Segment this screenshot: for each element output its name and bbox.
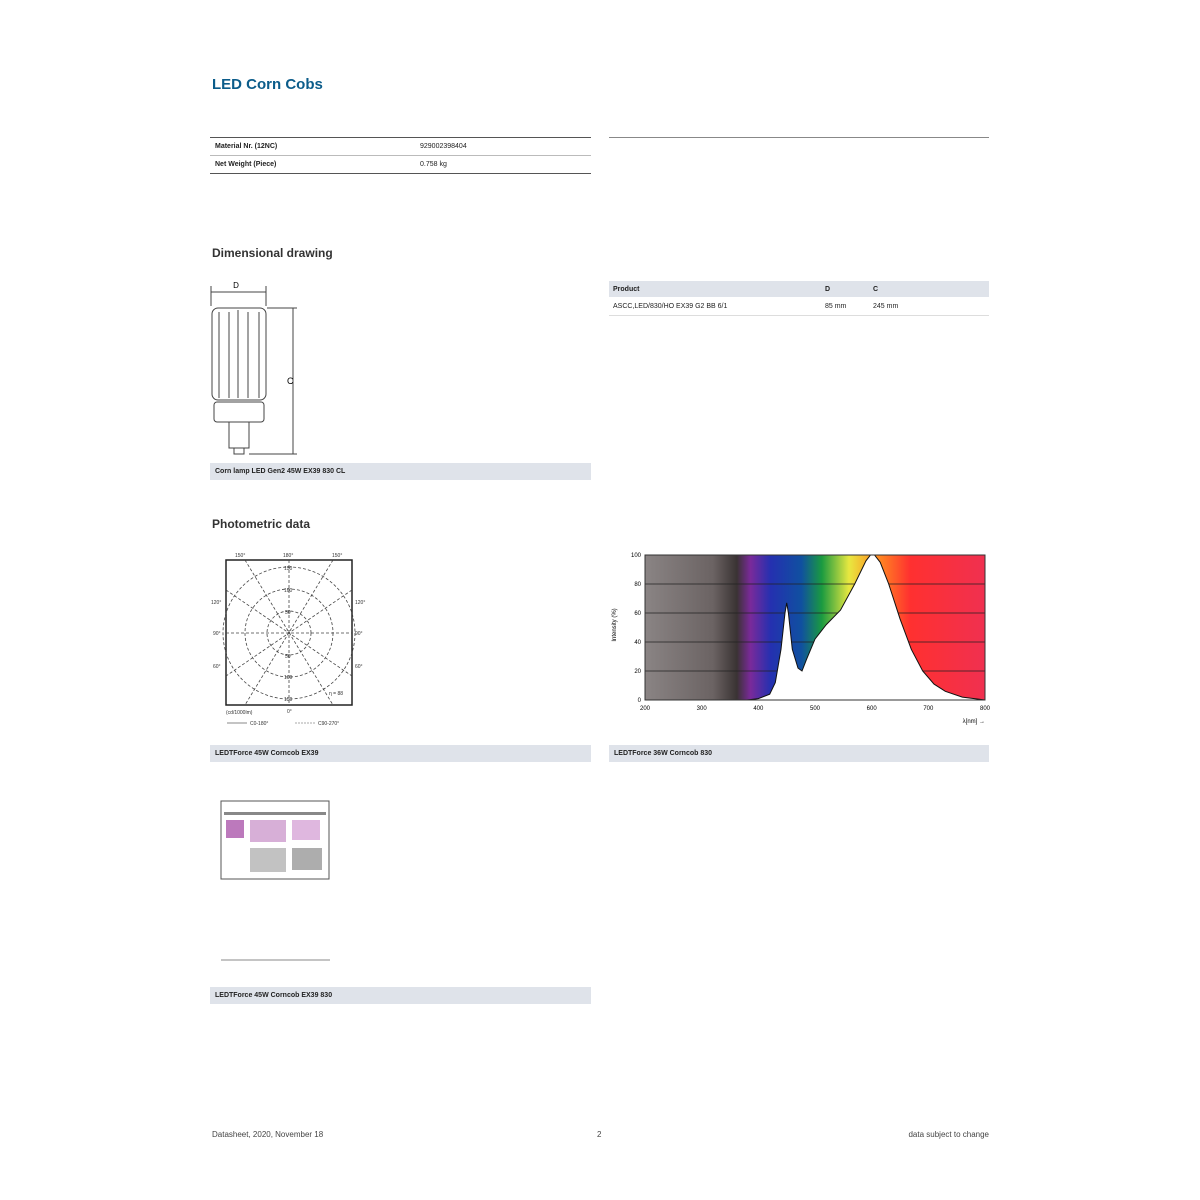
angle-label: 120° xyxy=(211,600,221,606)
cell-d: 85 mm xyxy=(825,302,847,310)
y-tick-label: 40 xyxy=(634,640,641,646)
angle-label: 150° xyxy=(332,553,342,559)
ring-label: 150 xyxy=(284,566,293,572)
efficiency-label: η = 88 xyxy=(329,691,343,697)
spec-label: Material Nr. (12NC) xyxy=(215,143,278,150)
x-tick-label: 300 xyxy=(697,706,708,712)
thumbnail-caption: LEDTForce 45W Corncob EX39 830 xyxy=(210,987,591,1004)
footer-date: Datasheet, 2020, November 18 xyxy=(212,1130,324,1139)
y-tick-label: 0 xyxy=(638,698,642,704)
unit-label: (cd/1000lm) xyxy=(226,710,253,716)
x-axis-label: λ[nm] → xyxy=(963,719,985,725)
ring-label: 100 xyxy=(284,588,293,594)
spec-table: Material Nr. (12NC) 929002398404 Net Weig… xyxy=(210,137,591,174)
angle-label: 60° xyxy=(213,664,221,670)
header-c: C xyxy=(873,285,879,293)
angle-label: 180° xyxy=(283,553,293,559)
product-dimension-table: Product D C ASCC,LED/830/HO EX39 G2 BB 6… xyxy=(609,281,989,316)
y-tick-label: 60 xyxy=(634,611,641,617)
cell-product: ASCC,LED/830/HO EX39 G2 BB 6/1 xyxy=(613,302,728,310)
spectrum-chart: 0 20 40 60 80 100 200 300 400 500 600 700 800 Intens… xyxy=(612,553,991,725)
angle-label: 90° xyxy=(355,631,363,637)
ring-label: 50 xyxy=(285,610,291,616)
dimensional-heading: Dimensional drawing xyxy=(212,246,333,260)
x-tick-label: 200 xyxy=(640,706,651,712)
header-d: D xyxy=(825,285,831,293)
x-tick-label: 800 xyxy=(980,706,991,712)
y-tick-label: 80 xyxy=(634,582,641,588)
footer-page-number: 2 xyxy=(597,1130,602,1139)
spec-row: Material Nr. (12NC) 929002398404 xyxy=(210,138,591,156)
thumbnail-datasheet-image xyxy=(220,800,330,961)
spec-row: Net Weight (Piece) 0.758 kg xyxy=(210,156,591,174)
dimension-d-label: D xyxy=(233,281,239,290)
polar-caption: LEDTForce 45W Corncob EX39 xyxy=(210,745,591,762)
dimensional-caption: Corn lamp LED Gen2 45W EX39 830 CL xyxy=(210,463,591,480)
y-axis-label: Intensity (%) xyxy=(612,608,618,641)
header-product: Product xyxy=(613,285,640,293)
x-tick-label: 400 xyxy=(753,706,764,712)
cell-c: 245 mm xyxy=(873,302,899,310)
legend-label: C90-270° xyxy=(318,721,339,727)
dimension-c-label: C xyxy=(287,376,294,386)
photometric-heading: Photometric data xyxy=(212,517,311,531)
legend-label: C0-180° xyxy=(250,721,268,727)
footer-disclaimer: data subject to change xyxy=(908,1130,989,1139)
spec-value: 0.758 kg xyxy=(420,161,447,168)
ring-label: 100 xyxy=(284,675,293,681)
y-tick-label: 100 xyxy=(631,553,642,559)
spectrum-caption: LEDTForce 36W Corncob 830 xyxy=(609,745,989,762)
table-row: ASCC,LED/830/HO EX39 G2 BB 6/1 85 mm 245… xyxy=(609,297,989,316)
spec-label: Net Weight (Piece) xyxy=(215,161,277,168)
angle-label: 60° xyxy=(355,664,363,670)
spec-value: 929002398404 xyxy=(420,143,467,150)
x-tick-label: 700 xyxy=(923,706,934,712)
angle-label: 150° xyxy=(235,553,245,559)
y-tick-label: 20 xyxy=(634,669,641,675)
angle-label: 120° xyxy=(355,600,365,606)
dimensional-drawing: D C xyxy=(210,281,297,455)
x-tick-label: 600 xyxy=(867,706,878,712)
ring-label: 150 xyxy=(284,697,293,703)
x-tick-label: 500 xyxy=(810,706,821,712)
polar-diagram: 150° 180° 150° 120° 90° 60° 120° 90° 60°… xyxy=(211,553,365,727)
spectrum-curve xyxy=(645,554,986,701)
angle-label: 90° xyxy=(213,631,221,637)
table-header: Product D C xyxy=(609,281,989,297)
page-title: LED Corn Cobs xyxy=(212,76,323,93)
divider xyxy=(609,137,989,138)
ring-label: 50 xyxy=(285,654,291,660)
angle-label: 0° xyxy=(287,709,292,715)
